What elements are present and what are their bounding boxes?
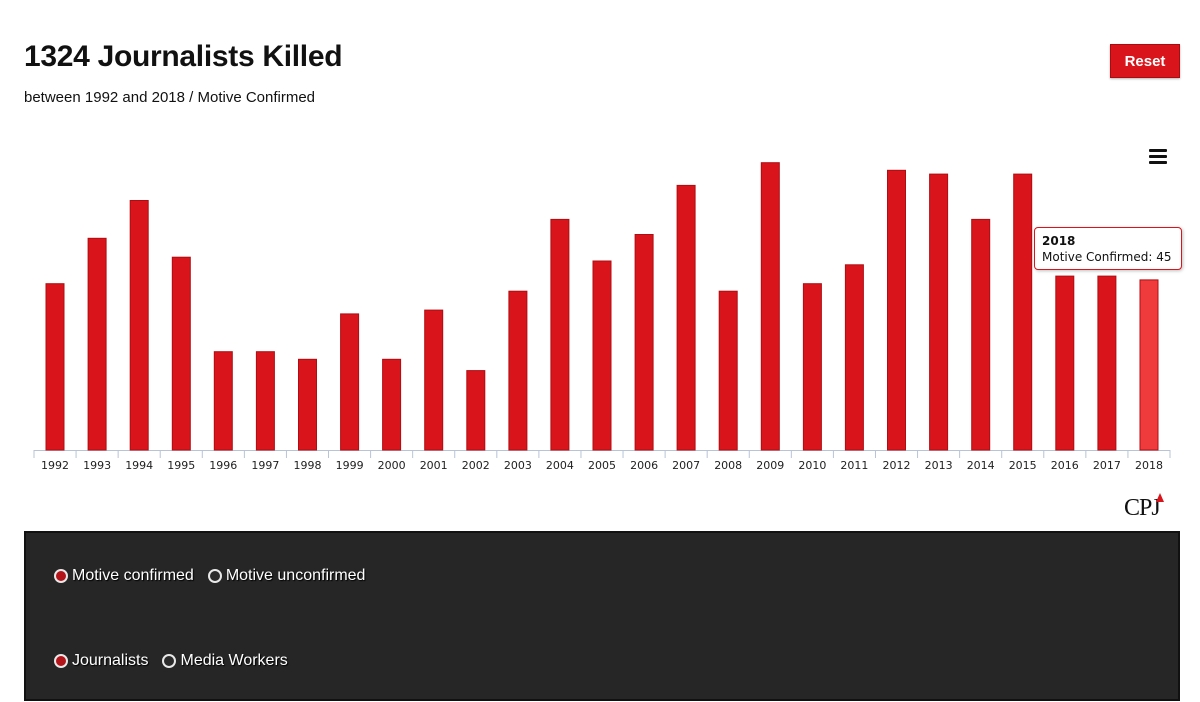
hamburger-menu-icon[interactable] [1149,149,1167,165]
x-tick-label: 2011 [840,459,868,472]
x-tick-label: 2012 [883,459,911,472]
logo-text: CPJ [1124,495,1161,521]
bar-2015[interactable] [1013,173,1033,451]
bar-2006[interactable] [634,234,654,451]
radio-label: Motive confirmed [72,567,194,584]
x-tick-label: 2008 [714,459,742,472]
chart-subtitle: between 1992 and 2018 / Motive Confirmed [24,89,316,106]
x-tick-label: 1998 [294,459,322,472]
x-tick-label: 1996 [209,459,237,472]
radio-media-workers[interactable]: Media Workers [162,652,288,670]
radio-motive-unconfirmed[interactable]: Motive unconfirmed [207,567,366,585]
radio-journalists[interactable]: Journalists [54,652,148,670]
x-tick-label: 2004 [546,459,574,472]
tooltip-value: Motive Confirmed: 45 [1042,250,1172,264]
bar-tooltip: 2018 Motive Confirmed: 45 [1034,227,1182,270]
x-tick-label: 2006 [630,459,658,472]
bar-2011[interactable] [844,264,864,451]
flame-icon [1156,493,1164,502]
bar-2014[interactable] [971,218,991,451]
bar-2000[interactable] [382,358,402,451]
x-tick-label: 2010 [798,459,826,472]
x-tick-label: 2015 [1009,459,1037,472]
x-tick-label: 2013 [925,459,953,472]
bar-2004[interactable] [550,218,570,451]
x-tick-label: 1997 [251,459,279,472]
bar-1996[interactable] [213,351,233,451]
bar-2016[interactable] [1055,275,1075,451]
bar-2009[interactable] [760,162,780,451]
x-tick-label: 1999 [336,459,364,472]
motive-filter: Motive confirmed Motive unconfirmed [54,567,379,585]
x-tick-label: 2007 [672,459,700,472]
radio-selected-icon [54,569,68,583]
x-tick-label: 2014 [967,459,995,472]
bar-2018[interactable] [1139,279,1159,451]
tooltip-year: 2018 [1042,234,1076,248]
x-tick-label: 2003 [504,459,532,472]
filter-panel: Motive confirmed Motive unconfirmed Jour… [24,531,1180,701]
bar-1992[interactable] [45,283,65,451]
x-tick-label: 2002 [462,459,490,472]
role-filter: Journalists Media Workers [54,652,302,670]
bar-2010[interactable] [802,283,822,451]
bar-chart: 1992 1993 1994 1995 1996 1997 1998 1999 2000 2001… [33,162,1171,472]
radio-selected-icon [54,654,68,668]
x-tick-label: 1995 [167,459,195,472]
x-tick-label: 1992 [41,459,69,472]
bar-1997[interactable] [255,351,275,451]
radio-unselected-icon [207,569,222,583]
radio-label: Journalists [72,652,149,669]
x-tick-label: 2005 [588,459,616,472]
cpj-logo: CPJ [1124,493,1170,527]
bar-2008[interactable] [718,290,738,451]
x-tick-label: 1994 [125,459,153,472]
reset-button[interactable]: Reset [1110,44,1180,78]
bar-1998[interactable] [298,358,317,451]
chart-title: 1324 Journalists Killed [24,40,343,73]
bar-2001[interactable] [424,309,444,451]
x-tick-label: 2000 [378,459,406,472]
bar-2003[interactable] [508,290,528,451]
bar-1994[interactable] [129,200,149,451]
bar-2012[interactable] [887,169,906,451]
bar-2005[interactable] [592,260,612,451]
x-tick-label: 2017 [1093,459,1121,472]
radio-label: Media Workers [180,652,288,669]
bar-1993[interactable] [87,237,107,451]
radio-label: Motive unconfirmed [225,567,366,584]
x-tick-label: 2001 [420,459,448,472]
x-tick-label: 2018 [1135,459,1163,472]
bar-2002[interactable] [466,370,486,451]
radio-unselected-icon [162,654,177,668]
bar-2013[interactable] [929,173,949,451]
radio-motive-confirmed[interactable]: Motive confirmed [54,567,194,585]
x-tick-label: 2016 [1051,459,1079,472]
bar-1999[interactable] [340,313,360,451]
bar-1995[interactable] [171,256,191,451]
bar-2007[interactable] [676,184,696,451]
x-tick-label: 2009 [756,459,784,472]
x-tick-label: 1993 [83,459,111,472]
bar-2017[interactable] [1097,275,1117,451]
